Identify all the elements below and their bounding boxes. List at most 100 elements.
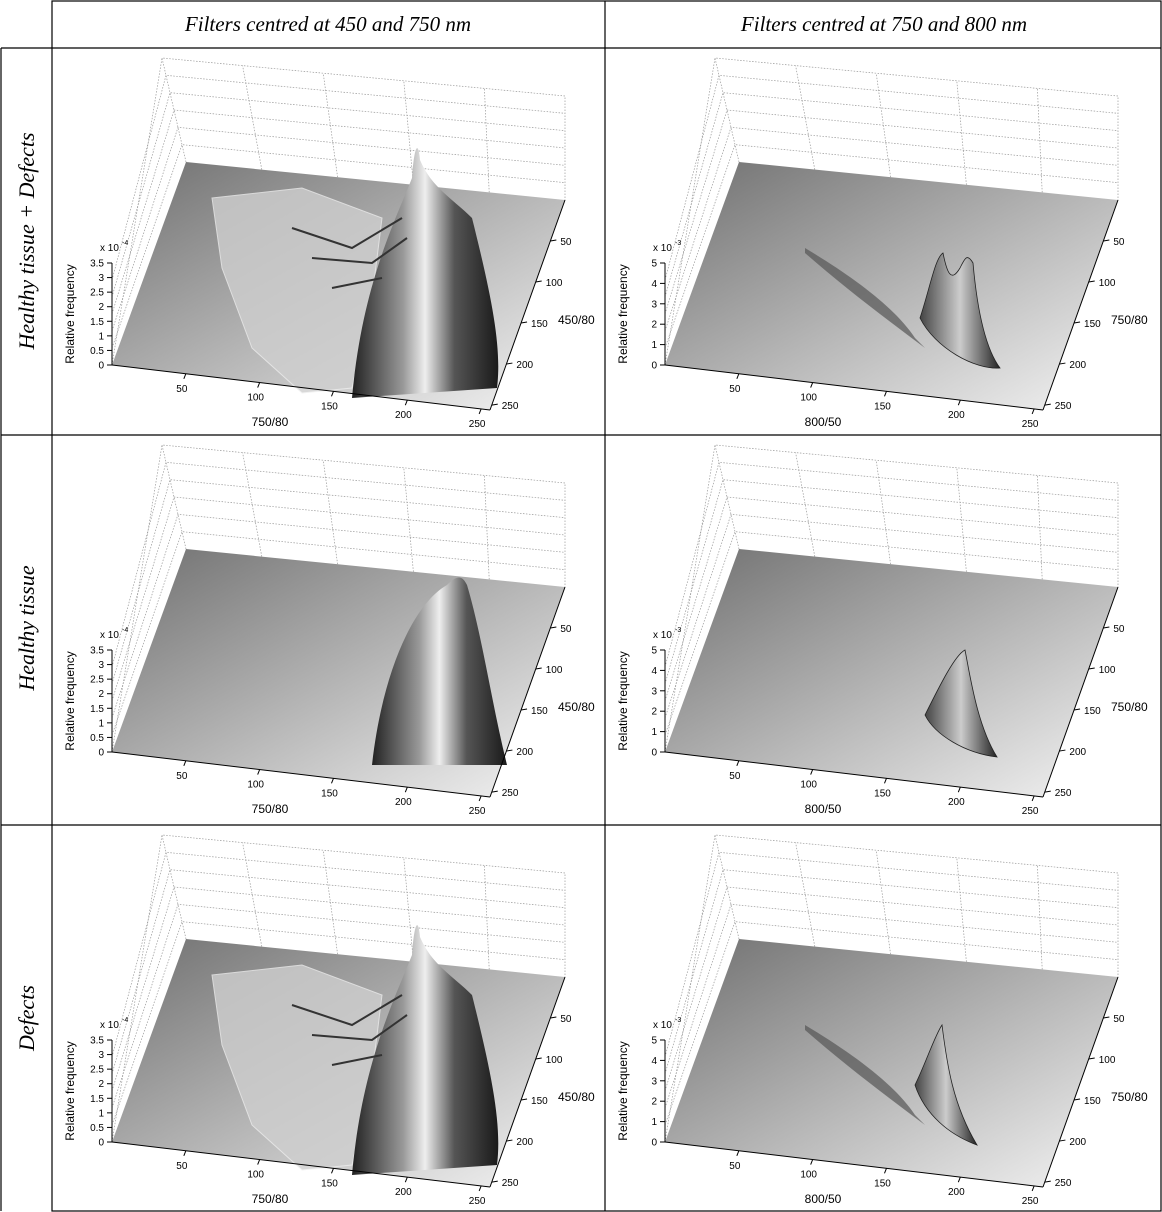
- wall-grid-line: [957, 858, 967, 962]
- y-tick: [550, 240, 556, 241]
- z-power: -3: [675, 627, 681, 634]
- column-header: Filters centred at 450 and 750 nm: [184, 12, 471, 36]
- x-tick-label: 250: [1022, 806, 1039, 817]
- x-axis-label: 750/80: [252, 415, 289, 429]
- z-power: -4: [122, 1017, 128, 1024]
- y-tick: [536, 1058, 542, 1059]
- z-axis-label: Relative frequency: [616, 264, 630, 363]
- y-tick-label: 250: [502, 788, 519, 799]
- y-tick-label: 100: [546, 665, 563, 676]
- y-tick: [1059, 750, 1065, 751]
- z-multiplier: x 10: [100, 1020, 119, 1031]
- z-tick-label: 3.5: [90, 259, 104, 270]
- x-tick: [811, 383, 813, 388]
- wall-grid-line: [876, 73, 890, 177]
- z-tick-label: 0.5: [90, 733, 104, 744]
- y-tick: [1074, 322, 1080, 323]
- x-tick-label: 200: [395, 1187, 412, 1198]
- x-tick-label: 100: [800, 393, 817, 404]
- z-multiplier: x 10: [653, 243, 672, 254]
- z-tick-label: 0: [98, 748, 104, 759]
- y-tick: [536, 281, 542, 282]
- x-tick-label: 250: [469, 806, 486, 817]
- z-multiplier: x 10: [100, 243, 119, 254]
- x-tick-label: 50: [729, 771, 741, 782]
- x-tick-label: 200: [395, 410, 412, 421]
- y-tick-label: 50: [560, 237, 572, 248]
- y-tick-label: 50: [1113, 1014, 1125, 1025]
- z-tick-label: 2: [651, 1097, 657, 1108]
- y-tick-label: 150: [531, 706, 548, 717]
- row-label: Healthy tissue + Defects: [14, 132, 39, 350]
- y-tick-label: 200: [1069, 360, 1086, 371]
- x-tick-label: 250: [469, 419, 486, 430]
- plot-panel: 00.511.522.533.5x 10-4Relative frequency…: [63, 445, 595, 817]
- z-tick-label: 0: [651, 361, 657, 372]
- y-tick: [492, 1181, 498, 1182]
- x-tick-label: 100: [800, 780, 817, 791]
- x-tick: [479, 1186, 481, 1191]
- wall-grid-line: [876, 460, 890, 564]
- x-tick-label: 150: [874, 401, 891, 412]
- z-power: -3: [675, 240, 681, 247]
- z-tick-label: 3: [651, 686, 657, 697]
- y-tick: [521, 709, 527, 710]
- x-tick: [184, 1151, 186, 1156]
- y-tick: [1089, 1058, 1095, 1059]
- z-power: -4: [122, 240, 128, 247]
- z-tick-label: 2.5: [90, 288, 104, 299]
- y-tick: [1045, 404, 1051, 405]
- z-tick-label: 2.5: [90, 1065, 104, 1076]
- wall-grid-line: [323, 73, 337, 177]
- x-tick: [884, 778, 886, 783]
- y-tick: [1059, 1140, 1065, 1141]
- plot-panel: 012345x 10-3Relative frequency5010015020…: [616, 58, 1148, 430]
- y-tick: [506, 363, 512, 364]
- y-tick-label: 100: [1099, 1055, 1116, 1066]
- x-tick: [479, 796, 481, 801]
- y-tick: [492, 404, 498, 405]
- y-tick: [521, 322, 527, 323]
- z-tick-label: 3: [98, 273, 104, 284]
- y-tick-label: 250: [502, 1178, 519, 1189]
- y-tick-label: 200: [516, 1137, 533, 1148]
- y-tick: [1045, 1181, 1051, 1182]
- y-tick: [506, 750, 512, 751]
- column-header: Filters centred at 750 and 800 nm: [740, 12, 1027, 36]
- y-axis-label: 750/80: [1111, 313, 1148, 327]
- z-tick-label: 0: [98, 1138, 104, 1149]
- z-tick-label: 1: [98, 718, 104, 729]
- x-tick-label: 50: [176, 771, 188, 782]
- x-tick-label: 100: [247, 393, 264, 404]
- y-tick-label: 200: [1069, 1137, 1086, 1148]
- y-tick: [536, 668, 542, 669]
- z-tick-label: 0: [651, 1138, 657, 1149]
- x-tick: [184, 761, 186, 766]
- z-axis-label: Relative frequency: [63, 1041, 77, 1140]
- y-tick-label: 250: [1055, 1178, 1072, 1189]
- z-tick-label: 2.5: [90, 675, 104, 686]
- y-tick-label: 200: [516, 747, 533, 758]
- z-multiplier: x 10: [100, 630, 119, 641]
- x-tick-label: 150: [321, 1178, 338, 1189]
- x-tick: [1032, 796, 1034, 801]
- row-label: Defects: [14, 985, 39, 1052]
- y-tick-label: 150: [531, 319, 548, 330]
- x-tick: [958, 787, 960, 792]
- z-tick-label: 1.5: [90, 317, 104, 328]
- x-tick-label: 200: [395, 797, 412, 808]
- x-tick: [405, 787, 407, 792]
- wall-grid-line: [876, 850, 890, 954]
- y-tick: [1089, 668, 1095, 669]
- wall-grid-line: [323, 850, 337, 954]
- x-tick-label: 150: [321, 788, 338, 799]
- x-tick-label: 50: [176, 384, 188, 395]
- z-tick-label: 3: [98, 1050, 104, 1061]
- y-tick-label: 150: [1084, 319, 1101, 330]
- y-tick: [550, 1017, 556, 1018]
- x-tick: [958, 1177, 960, 1182]
- z-axis-label: Relative frequency: [63, 651, 77, 750]
- z-tick-label: 0: [98, 361, 104, 372]
- x-tick-label: 50: [729, 384, 741, 395]
